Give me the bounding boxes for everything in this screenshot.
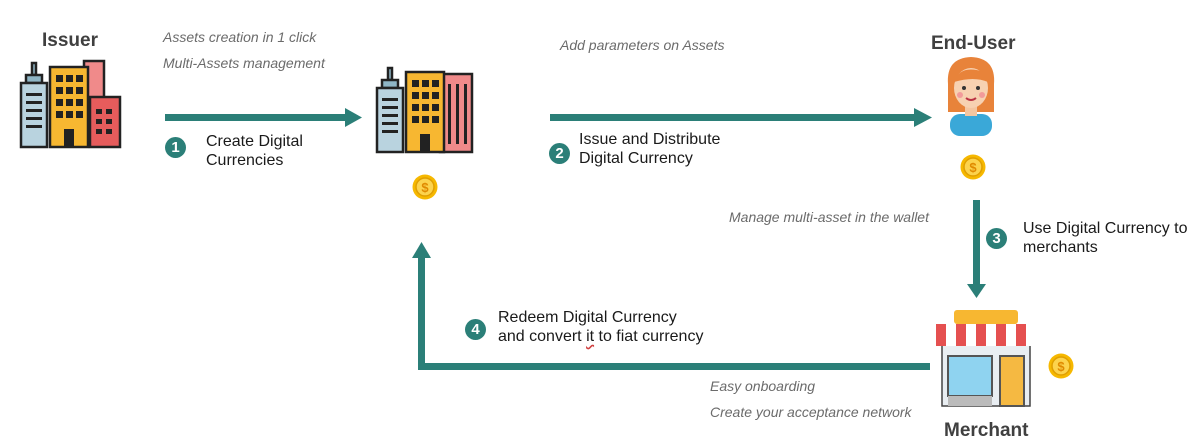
step-4-line-2a: and convert — [498, 328, 587, 345]
note-assets-creation: Assets creation in 1 click — [163, 29, 317, 45]
arrowhead-3 — [967, 284, 986, 298]
step-3-line-2: merchants — [1023, 239, 1098, 256]
arrowhead-2 — [914, 108, 932, 127]
coin-icon-end-user: $ — [960, 154, 986, 180]
arrow-up-to-hub — [418, 255, 425, 370]
coin-symbol-merchant: $ — [1057, 359, 1065, 374]
woman-avatar-icon — [947, 57, 995, 136]
arrow-issuer-to-hub — [165, 114, 347, 121]
step-4-line-2b: it — [586, 328, 595, 345]
step-4-line-2c: to fiat currency — [594, 328, 704, 345]
merchant-title: Merchant — [944, 420, 1029, 441]
arrowhead-1 — [345, 108, 362, 127]
buildings-icon — [19, 59, 122, 149]
coin-symbol-end-user: $ — [969, 160, 977, 175]
step-3-label: Use Digital Currency to merchants — [1023, 219, 1188, 257]
step-2-line-1: Issue and Distribute — [579, 131, 721, 148]
end-user-title: End-User — [931, 33, 1016, 54]
coin-icon-hub: $ — [412, 174, 438, 200]
note-multi-assets: Multi-Assets management — [163, 55, 325, 71]
issuer-title: Issuer — [42, 30, 98, 51]
hub-buildings-icon — [375, 66, 474, 154]
step-4-label: Redeem Digital Currency and convert it t… — [498, 308, 703, 346]
step-2-badge: 2 — [549, 143, 570, 164]
coin-icon-merchant: $ — [1048, 353, 1074, 379]
step-1-line-1: Create Digital — [206, 133, 303, 150]
storefront-icon — [936, 310, 1036, 407]
step-2-label: Issue and Distribute Digital Currency — [579, 130, 720, 168]
step-1-label: Create Digital Currencies — [206, 132, 303, 170]
step-4-line-2: and convert it to fiat currency — [498, 327, 703, 346]
note-add-parameters: Add parameters on Assets — [560, 37, 725, 53]
step-2-line-2: Digital Currency — [579, 150, 693, 167]
step-1-line-2: Currencies — [206, 152, 284, 169]
arrow-hub-to-end-user — [550, 114, 916, 121]
arrow-merchant-left — [418, 363, 930, 370]
step-3-badge: 3 — [986, 228, 1007, 249]
step-4-line-1: Redeem Digital Currency — [498, 309, 677, 326]
note-acceptance-network: Create your acceptance network — [710, 404, 912, 420]
step-4-badge: 4 — [465, 319, 486, 340]
step-3-line-1: Use Digital Currency to — [1023, 220, 1188, 237]
note-easy-onboarding: Easy onboarding — [710, 378, 816, 394]
note-manage-wallet: Manage multi-asset in the wallet — [729, 209, 929, 225]
arrowhead-4 — [412, 242, 431, 258]
step-1-badge: 1 — [165, 137, 186, 158]
arrow-end-user-to-merchant — [973, 200, 980, 286]
coin-symbol-hub: $ — [421, 180, 429, 195]
